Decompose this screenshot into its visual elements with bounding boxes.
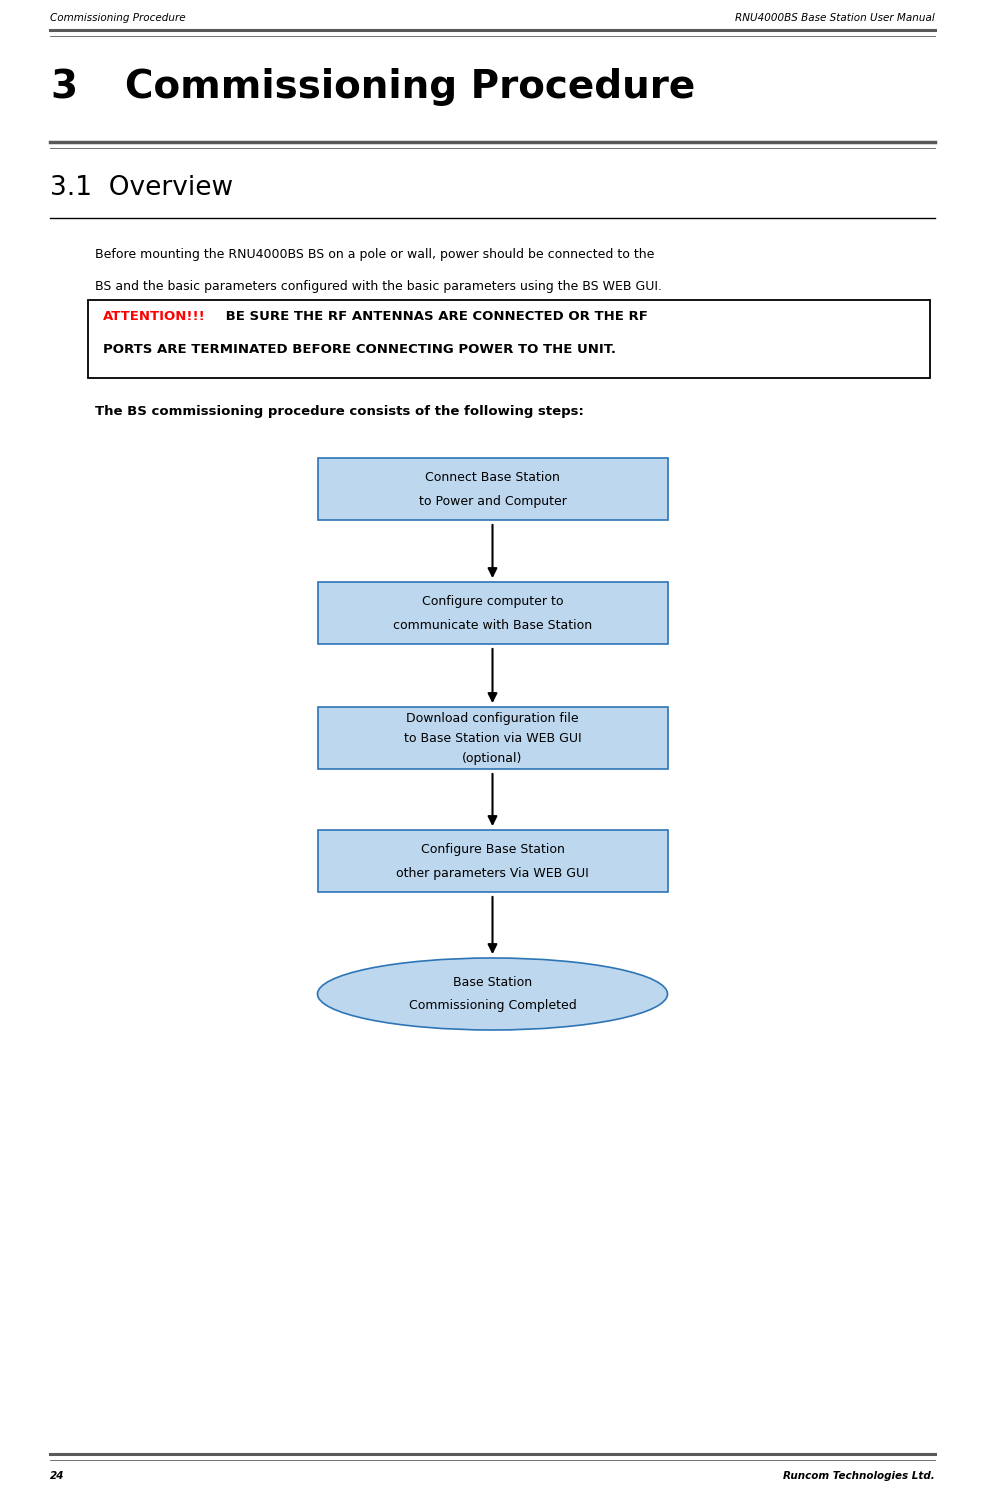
Text: PORTS ARE TERMINATED BEFORE CONNECTING POWER TO THE UNIT.: PORTS ARE TERMINATED BEFORE CONNECTING P… — [103, 343, 616, 356]
Text: RNU4000BS Base Station User Manual: RNU4000BS Base Station User Manual — [735, 13, 935, 22]
Text: Runcom Technologies Ltd.: Runcom Technologies Ltd. — [783, 1471, 935, 1481]
Text: communicate with Base Station: communicate with Base Station — [393, 618, 592, 631]
Text: Commissioning Procedure: Commissioning Procedure — [50, 13, 185, 22]
Text: BE SURE THE RF ANTENNAS ARE CONNECTED OR THE RF: BE SURE THE RF ANTENNAS ARE CONNECTED OR… — [221, 310, 648, 323]
Text: BS and the basic parameters configured with the basic parameters using the BS WE: BS and the basic parameters configured w… — [95, 280, 662, 293]
FancyBboxPatch shape — [317, 830, 668, 892]
Text: 3: 3 — [50, 67, 77, 106]
Text: to Power and Computer: to Power and Computer — [419, 495, 566, 507]
Text: Base Station: Base Station — [453, 975, 532, 989]
Text: Commissioning Completed: Commissioning Completed — [409, 999, 576, 1013]
Text: 24: 24 — [50, 1471, 64, 1481]
FancyBboxPatch shape — [317, 582, 668, 643]
Text: other parameters Via WEB GUI: other parameters Via WEB GUI — [396, 866, 589, 880]
Text: ATTENTION!!!: ATTENTION!!! — [103, 310, 206, 323]
Text: Before mounting the RNU4000BS BS on a pole or wall, power should be connected to: Before mounting the RNU4000BS BS on a po… — [95, 248, 654, 260]
FancyBboxPatch shape — [88, 301, 930, 378]
Text: (optional): (optional) — [462, 751, 523, 764]
Text: Configure Base Station: Configure Base Station — [421, 842, 564, 856]
Text: to Base Station via WEB GUI: to Base Station via WEB GUI — [404, 732, 581, 745]
FancyBboxPatch shape — [317, 458, 668, 521]
Text: Configure computer to: Configure computer to — [422, 594, 563, 607]
Text: 3.1  Overview: 3.1 Overview — [50, 175, 233, 200]
Ellipse shape — [317, 957, 668, 1031]
Text: Connect Base Station: Connect Base Station — [426, 471, 559, 483]
FancyBboxPatch shape — [317, 708, 668, 769]
Text: The BS commissioning procedure consists of the following steps:: The BS commissioning procedure consists … — [95, 405, 584, 417]
Text: Commissioning Procedure: Commissioning Procedure — [125, 67, 695, 106]
Text: Download configuration file: Download configuration file — [406, 712, 579, 724]
